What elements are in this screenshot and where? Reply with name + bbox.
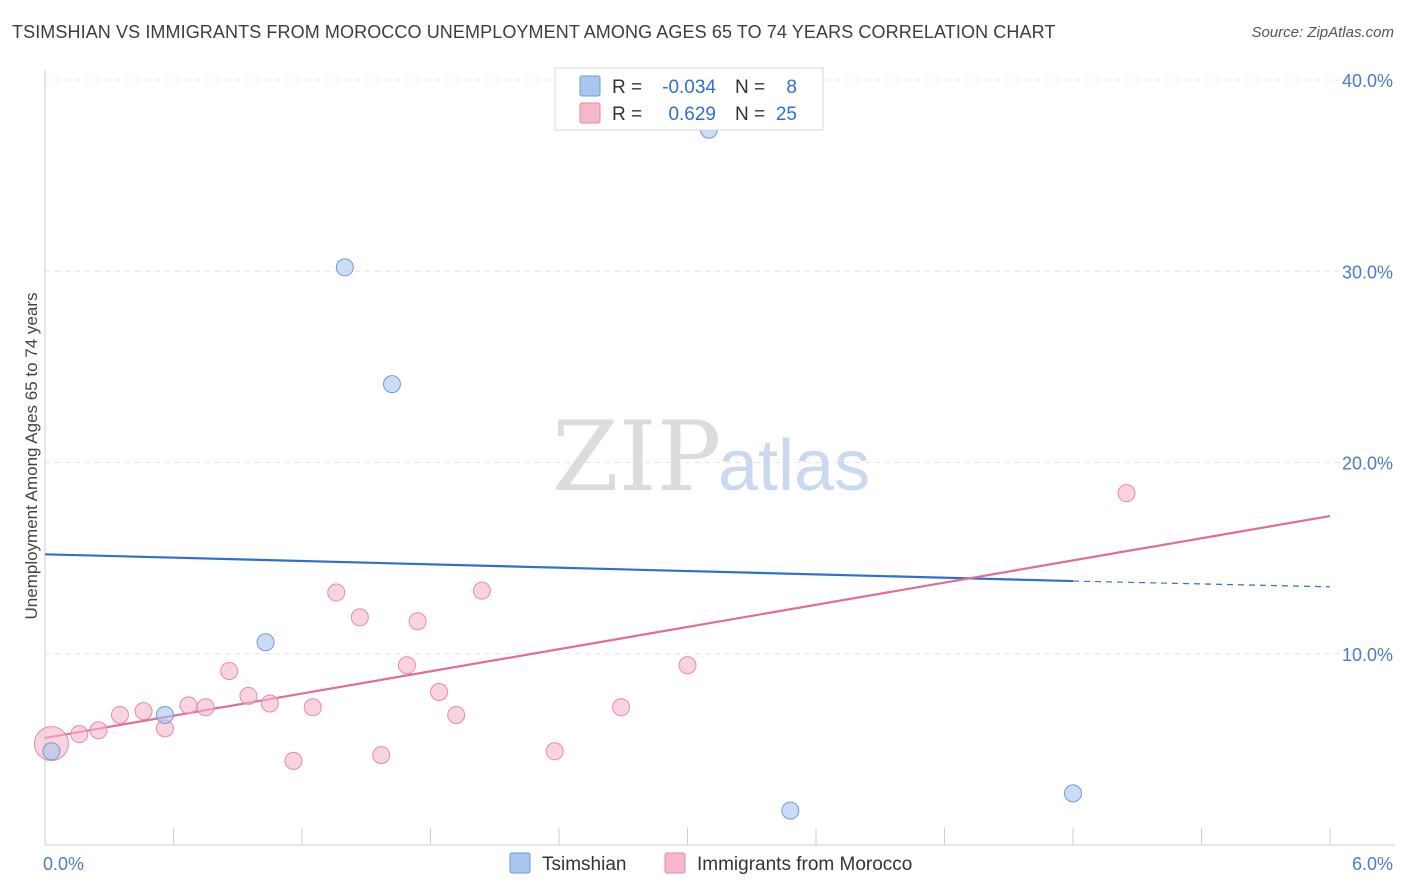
trend-line-series-0 xyxy=(44,553,1074,583)
legend-r-label-morocco: R = xyxy=(612,104,642,125)
y-tick-label-0: 10.0% xyxy=(1342,645,1393,665)
gridlines xyxy=(45,79,1395,655)
axes xyxy=(44,70,1395,846)
point-series-1-21 xyxy=(545,742,564,761)
point-series-1-14 xyxy=(350,608,369,627)
bottom-legend-label-morocco: Immigrants from Morocco xyxy=(697,854,912,875)
legend-n-value-tsimshian: 8 xyxy=(786,77,797,98)
point-series-1-6 xyxy=(179,696,198,715)
legend-swatch-tsimshian xyxy=(579,75,601,97)
y-tick-label-3: 40.0% xyxy=(1342,71,1393,91)
y-tick-label-1: 20.0% xyxy=(1342,454,1393,474)
x-tick-labels: 0.0% 6.0% xyxy=(43,854,1393,874)
legend-r-value-tsimshian: -0.034 xyxy=(662,77,716,98)
legend-n-value-morocco: 25 xyxy=(776,104,797,125)
y-tick-labels: 10.0% 20.0% 30.0% 40.0% xyxy=(1342,71,1393,665)
x-tick-label-0: 0.0% xyxy=(43,854,84,874)
point-series-0-1 xyxy=(155,705,174,724)
point-series-1-8 xyxy=(220,661,239,680)
point-series-1-18 xyxy=(430,683,449,701)
point-series-1-4 xyxy=(134,702,153,721)
trend-line-dashed-series-0 xyxy=(1072,580,1331,588)
legend-swatch-morocco xyxy=(579,102,601,124)
legend-r-value-morocco: 0.629 xyxy=(668,104,716,125)
point-series-0-2 xyxy=(256,633,275,652)
point-series-0-3 xyxy=(335,258,354,277)
point-series-1-19 xyxy=(447,705,466,724)
point-series-0-6 xyxy=(781,801,800,820)
y-tick-label-2: 30.0% xyxy=(1342,262,1393,282)
data-points xyxy=(33,120,1136,820)
point-series-1-7 xyxy=(196,698,215,717)
bottom-legend: Tsimshian Immigrants from Morocco xyxy=(509,852,912,875)
watermark-atlas: atlas xyxy=(718,426,870,506)
legend-n-label-tsimshian: N = xyxy=(735,77,765,98)
point-series-1-1 xyxy=(70,725,89,744)
source-label: Source: ZipAtlas.com xyxy=(1251,24,1394,41)
x-tick-label-1: 6.0% xyxy=(1352,854,1393,874)
chart-title: TSIMSHIAN VS IMMIGRANTS FROM MOROCCO UNE… xyxy=(12,22,1056,42)
point-series-1-9 xyxy=(239,686,258,705)
watermark: ZIP atlas xyxy=(552,401,870,513)
legend: R = -0.034 N = 8 R = 0.629 N = 25 xyxy=(554,67,824,131)
trend-lines xyxy=(44,514,1331,739)
bottom-legend-swatch-tsimshian xyxy=(509,852,531,874)
point-series-1-16 xyxy=(397,656,416,675)
point-series-1-13 xyxy=(327,583,346,602)
point-series-1-22 xyxy=(612,698,631,717)
point-series-1-11 xyxy=(284,751,303,770)
bottom-legend-label-tsimshian: Tsimshian xyxy=(542,854,626,875)
point-series-1-12 xyxy=(303,698,322,717)
point-series-1-15 xyxy=(372,746,391,765)
trend-line-series-1 xyxy=(44,514,1331,739)
point-series-1-10 xyxy=(260,694,279,713)
point-series-0-0 xyxy=(42,742,61,761)
point-series-1-17 xyxy=(408,612,427,631)
point-series-0-4 xyxy=(382,375,401,394)
watermark-zip: ZIP xyxy=(552,401,721,513)
point-series-1-24 xyxy=(1117,484,1136,503)
legend-r-label-tsimshian: R = xyxy=(612,77,642,98)
point-series-1-23 xyxy=(678,656,697,675)
legend-n-label-morocco: N = xyxy=(735,104,765,125)
point-series-1-20 xyxy=(472,581,491,600)
point-series-0-7 xyxy=(1064,784,1082,803)
y-axis-label: Unemployment Among Ages 65 to 74 years xyxy=(22,293,41,620)
point-series-1-3 xyxy=(110,705,129,724)
bottom-legend-swatch-morocco xyxy=(664,852,686,874)
point-series-1-2 xyxy=(89,721,108,740)
